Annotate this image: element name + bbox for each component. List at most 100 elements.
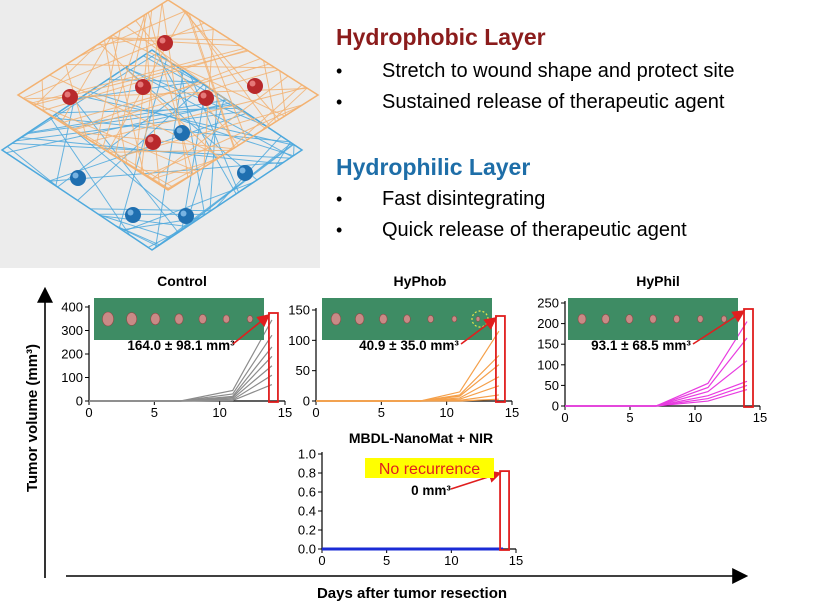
hydrophobic-layer-title: Hydrophobic Layer [336,24,546,50]
y-tick-label: 250 [537,296,559,311]
fiber [99,19,138,44]
tumor-sample [355,313,365,325]
blue-particle [178,208,194,224]
fiber [46,112,170,190]
tumor-sample [601,313,610,324]
fiber [151,75,289,180]
highlight-box [743,308,754,408]
fiber [135,20,240,146]
fiber [188,13,236,148]
red-particle [145,134,161,150]
highlight-box [499,470,510,551]
tumor-sample [451,315,458,323]
fiber [11,142,290,159]
tumor-sample [427,315,434,323]
tumor-photo [568,298,738,340]
y-tick-label: 0 [76,394,83,409]
series-line [565,360,748,407]
fiber [107,37,241,47]
red-particle [198,90,214,106]
chart-title: HyPhil [636,273,680,289]
tumor-sample [198,314,207,324]
tumor-sample [475,316,481,322]
y-tick-label: 50 [296,363,310,378]
series-line [565,380,748,407]
fiber [7,146,61,190]
tumor-sample [625,314,634,324]
tumor-sample [721,315,727,323]
x-tick-label: 10 [439,405,453,420]
blue-particle [174,125,190,141]
fiber [263,60,276,123]
fiber [161,152,228,187]
fiber [256,104,303,135]
fiber [6,102,232,154]
y-tick-label: 100 [61,370,83,385]
tumor-sample [102,311,114,327]
hydrophilic-layer-title: Hydrophilic Layer [336,154,531,180]
y-tick-label: 0.2 [298,523,316,538]
x-tick-label: 0 [312,405,319,420]
chart-panel-4: MBDL-NanoMat + NIR 0.0 0.2 0.4 0.6 0.8 1.0 0 5 10… [298,430,523,568]
fiber [66,64,276,69]
fiber [186,11,235,149]
highlight-box [268,312,279,403]
red-particle [157,35,173,51]
list-item-text: Stretch to wound shape and protect site [382,60,735,82]
x-tick-label: 10 [444,553,458,568]
tumor-photo [322,298,492,340]
chart-title: MBDL-NanoMat + NIR [349,430,493,446]
fiber [135,169,195,174]
hydrophilic-layer-list: • Fast disintegrating • Quick release of t… [336,184,687,246]
y-tick-label: 0.4 [298,504,316,519]
series-line [316,355,500,402]
list-item-text: Quick release of therapeutic agent [382,219,687,241]
y-tick-label: 150 [537,337,559,352]
annotation-arrow [460,317,498,345]
y-tick-label: 0 [303,394,310,409]
fiber [100,215,188,227]
tumor-sample [697,315,704,323]
fiber [155,52,237,195]
annotation-arrow [232,313,271,345]
tumor-sample [246,315,254,323]
fiber [260,87,308,132]
x-tick-label: 10 [688,410,702,425]
fiber [99,214,171,239]
tumor-sample [577,313,587,325]
x-tick-label: 15 [278,405,292,420]
fiber [73,69,279,131]
bullet-icon: • [336,189,343,209]
x-tick-label: 0 [318,553,325,568]
tumor-sample [150,312,161,326]
no-recurrence-callout: No recurrence [365,458,494,478]
fiber [95,30,121,145]
highlight-box [495,315,506,403]
blue-particle [125,207,141,223]
red-particle [135,79,151,95]
blue-particle [237,165,253,181]
bilayer-schematic [0,0,320,268]
annotation-arrow [692,310,746,345]
tumor-sample [379,313,388,325]
fiber [28,101,173,188]
fiber [9,154,41,177]
fiber [18,82,38,96]
fiber [116,104,303,159]
x-tick-label: 10 [212,405,226,420]
x-tick-label: 5 [378,405,385,420]
fiber [50,117,131,236]
fiber [102,14,146,149]
tumor-photo [94,298,264,340]
bullet-icon: • [336,61,343,81]
fiber [27,166,34,172]
series-line [316,398,499,402]
annotation-value: 40.9 ± 35.0 mm³ [359,338,459,353]
chart-panel-2: HyPhob 0 50 100 150 0 5 10 15 40.9 ± 35.0 mm³ [288,273,519,420]
series-line [565,384,748,407]
y-tick-label: 400 [61,300,83,315]
chart-panel-1: Control 0 100 200 300 400 0 5 10 15 164.0 ± 98.1 m… [61,273,292,420]
x-tick-label: 5 [383,553,390,568]
y-tick-label: 0.8 [298,466,316,481]
